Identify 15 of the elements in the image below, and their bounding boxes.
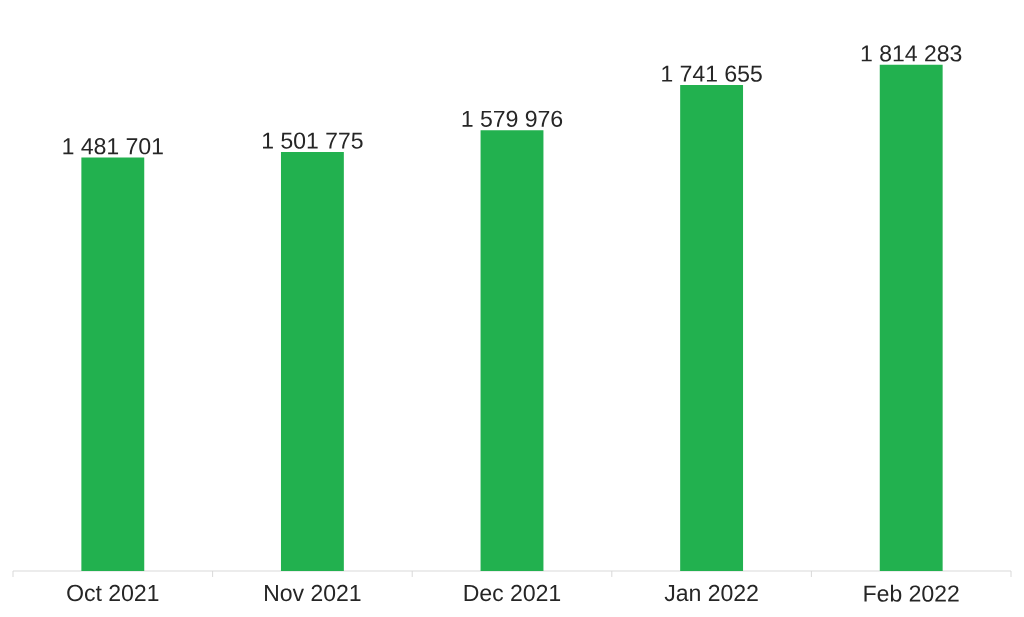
bar bbox=[280, 151, 344, 571]
bar bbox=[879, 64, 943, 571]
x-tick-label: Nov 2021 bbox=[265, 584, 361, 602]
data-label: 1 481 701 bbox=[63, 138, 163, 155]
data-label: 1 814 283 bbox=[861, 45, 962, 62]
x-tick-label: Oct 2021 bbox=[67, 584, 159, 602]
x-tick-label: Dec 2021 bbox=[464, 584, 561, 602]
bar bbox=[81, 157, 145, 571]
x-tick-label: Feb 2022 bbox=[864, 584, 959, 602]
data-label: 1 501 775 bbox=[263, 132, 363, 149]
data-label: 1 579 976 bbox=[462, 110, 563, 127]
bar bbox=[680, 85, 744, 571]
data-label: 1 741 655 bbox=[662, 65, 762, 82]
x-tick-label: Jan 2022 bbox=[664, 584, 758, 602]
bar bbox=[480, 130, 544, 571]
